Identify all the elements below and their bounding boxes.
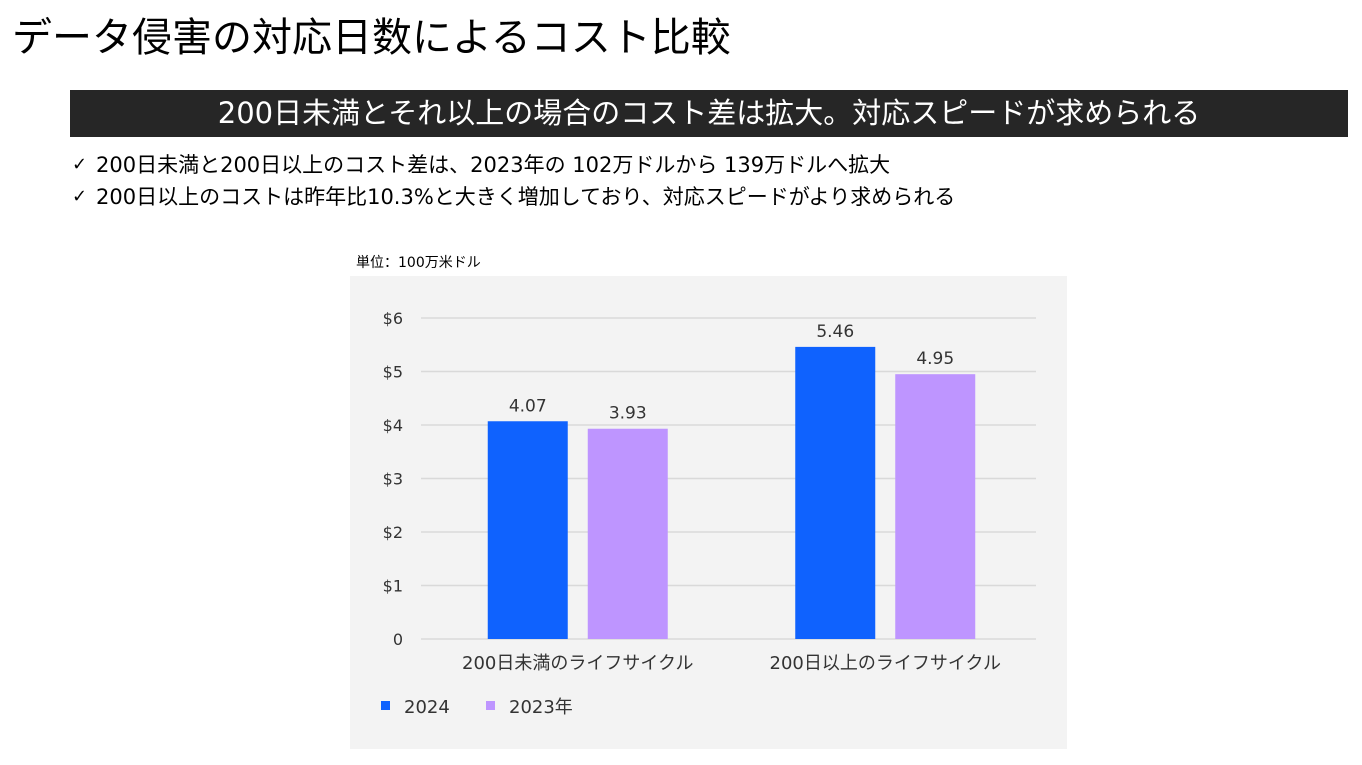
legend-swatch [381, 701, 390, 710]
data-label: 3.93 [609, 404, 647, 424]
bullet-text: 200日未満と200日以上のコスト差は、2023年の 102万ドルから 139万… [96, 153, 891, 177]
y-tick-label: $5 [383, 363, 403, 382]
unit-label: 単位：100万米ドル [356, 255, 481, 271]
headline-banner: 200日未満とそれ以上の場合のコスト差は拡大。対応スピードが求められる [70, 90, 1348, 137]
y-tick-label: $2 [383, 523, 403, 542]
checkmark-icon: ✓ [72, 186, 88, 207]
y-tick-label: $3 [383, 470, 403, 489]
bullet-list: ✓ 200日未満と200日以上のコスト差は、2023年の 102万ドルから 13… [72, 149, 955, 213]
y-tick-label: $4 [383, 416, 403, 435]
legend-label: 2023年 [509, 697, 573, 718]
y-tick-label: 0 [393, 630, 403, 649]
legend-swatch [486, 701, 495, 710]
x-category-label: 200日以上のライフサイクル [770, 653, 1001, 674]
x-category-label: 200日未満のライフサイクル [462, 653, 693, 674]
y-tick-label: $6 [383, 309, 403, 328]
bullet-item: ✓ 200日未満と200日以上のコスト差は、2023年の 102万ドルから 13… [72, 149, 955, 181]
bar [895, 374, 976, 639]
bullet-text: 200日以上のコストは昨年比10.3%と大きく増加しており、対応スピードがより求… [96, 185, 956, 209]
data-label: 5.46 [816, 322, 854, 342]
y-tick-label: $1 [383, 577, 403, 596]
data-label: 4.95 [916, 349, 954, 369]
bar [587, 428, 668, 639]
legend-label: 2024 [404, 697, 450, 718]
chart-svg: 0 $1 $2 $3 $4 $5 $6 4.07 3.93 200日未満のライフサイクル 5.46 4… [381, 309, 1036, 718]
bar [487, 421, 568, 639]
page-title: データ侵害の対応日数によるコスト比較 [12, 15, 731, 61]
bullet-item: ✓ 200日以上のコストは昨年比10.3%と大きく増加しており、対応スピードがよ… [72, 181, 955, 213]
bar-chart: 0 $1 $2 $3 $4 $5 $6 4.07 3.93 200日未満のライフサイクル 5.46 4… [350, 276, 1067, 749]
checkmark-icon: ✓ [72, 154, 88, 175]
data-label: 4.07 [509, 396, 547, 416]
bar [795, 346, 876, 639]
